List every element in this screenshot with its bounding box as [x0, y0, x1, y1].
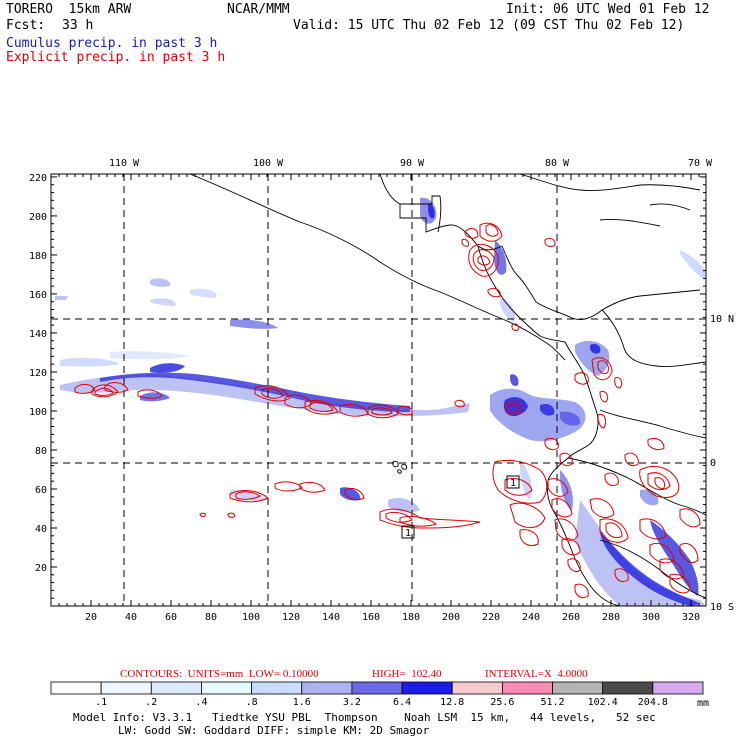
colorbar-level-label: 3.2: [342, 697, 361, 708]
lat-label-1: 0: [710, 458, 716, 469]
colorbar-level-label: 12.8: [440, 697, 465, 708]
x-tick-label-280: 280: [602, 612, 620, 623]
colorbar-segment-12: [652, 681, 704, 695]
contour-info-units: CONTOURS: UNITS=mm LOW= 0.10000: [120, 668, 319, 680]
colorbar-segment-0: [50, 681, 102, 695]
model-info-line2: LW: Godd SW: Goddard DIFF: simple KM: 2D…: [118, 724, 430, 737]
colorbar-level-label: .1: [95, 697, 108, 708]
colorbar-level-label: 204.8: [637, 697, 668, 708]
x-tick-label-80: 80: [205, 612, 217, 623]
forecast-label: Fcst:: [6, 18, 46, 33]
color-scale-bar: [50, 681, 704, 695]
colorbar-level-label: 25.6: [490, 697, 515, 708]
lon-label-0: 110 W: [109, 158, 140, 169]
cumulus-legend: Cumulus precip. in past 3 h: [6, 36, 218, 51]
y-tick-label-120: 120: [29, 368, 47, 379]
extrema-label-2: 1: [405, 528, 411, 539]
colorbar-segment-6: [351, 681, 403, 695]
contour-info-interval: INTERVAL=X 4.0000: [485, 668, 588, 680]
lon-label-1: 100 W: [253, 158, 284, 169]
colorbar-level-label: .8: [245, 697, 258, 708]
y-tick-label-100: 100: [29, 407, 47, 418]
contour-info-high: HIGH= 102.40: [372, 668, 442, 680]
lon-label-4: 70 W: [688, 158, 713, 169]
colorbar-segment-2: [150, 681, 202, 695]
y-tick-label-20: 20: [35, 563, 47, 574]
lon-label-3: 80 W: [545, 158, 570, 169]
forecast-hours: 33 h: [62, 18, 94, 33]
x-tick-label-160: 160: [362, 612, 380, 623]
x-tick-label-20: 20: [85, 612, 97, 623]
lat-lon-grid: [51, 174, 706, 606]
y-tick-label-220: 220: [29, 173, 47, 184]
lon-label-2: 90 W: [400, 158, 425, 169]
colorbar-units: mm: [697, 698, 710, 709]
y-tick-label-200: 200: [29, 212, 47, 223]
y-tick-label-140: 140: [29, 329, 47, 340]
x-tick-label-60: 60: [165, 612, 177, 623]
cumulus-precip-shading: [55, 197, 706, 606]
y-tick-label-180: 180: [29, 251, 47, 262]
lat-label-0: 10 N: [710, 314, 734, 325]
x-tick-label-180: 180: [402, 612, 420, 623]
explicit-legend: Explicit precip. in past 3 h: [6, 50, 226, 65]
colorbar-segment-5: [301, 681, 353, 695]
x-tick-label-200: 200: [442, 612, 460, 623]
colorbar-level-label: 102.4: [587, 697, 618, 708]
colorbar-level-label: 6.4: [393, 697, 412, 708]
model-info-line1: Model Info: V3.3.1 Tiedtke YSU PBL Thomp…: [73, 711, 656, 724]
colorbar-segment-9: [501, 681, 553, 695]
x-tick-label-260: 260: [562, 612, 580, 623]
colorbar-level-label: 51.2: [540, 697, 565, 708]
colorbar-segment-10: [552, 681, 604, 695]
colorbar-segment-4: [251, 681, 303, 695]
y-tick-label-60: 60: [35, 485, 47, 496]
colorbar-level-label: .4: [195, 697, 208, 708]
x-tick-label-100: 100: [242, 612, 260, 623]
colorbar-segment-11: [602, 681, 654, 695]
extrema-boxes: [401, 475, 520, 539]
x-tick-label-120: 120: [282, 612, 300, 623]
x-tick-label-300: 300: [642, 612, 660, 623]
x-tick-label-220: 220: [482, 612, 500, 623]
colorbar-segment-1: [100, 681, 152, 695]
extrema-label-1: 1: [510, 478, 516, 489]
x-tick-label-40: 40: [125, 612, 137, 623]
valid-time: Valid: 15 UTC Thu 02 Feb 12 (09 CST Thu …: [293, 18, 685, 33]
x-tick-label-320: 320: [682, 612, 700, 623]
colorbar-segment-8: [451, 681, 503, 695]
colorbar-segment-7: [401, 681, 453, 695]
coastlines: [189, 174, 706, 606]
y-tick-label-160: 160: [29, 290, 47, 301]
colorbar-level-label: 1.6: [292, 697, 311, 708]
org-name: NCAR/MMM: [227, 2, 290, 17]
colorbar-segment-3: [201, 681, 253, 695]
colorbar-level-label: .2: [145, 697, 158, 708]
y-tick-label-80: 80: [35, 446, 47, 457]
x-tick-label-140: 140: [322, 612, 340, 623]
model-name: TORERO 15km ARW: [6, 2, 132, 17]
y-tick-label-40: 40: [35, 524, 47, 535]
init-time: Init: 06 UTC Wed 01 Feb 12: [506, 2, 710, 17]
lat-label-2: 10 S: [710, 602, 734, 613]
x-tick-label-240: 240: [522, 612, 540, 623]
